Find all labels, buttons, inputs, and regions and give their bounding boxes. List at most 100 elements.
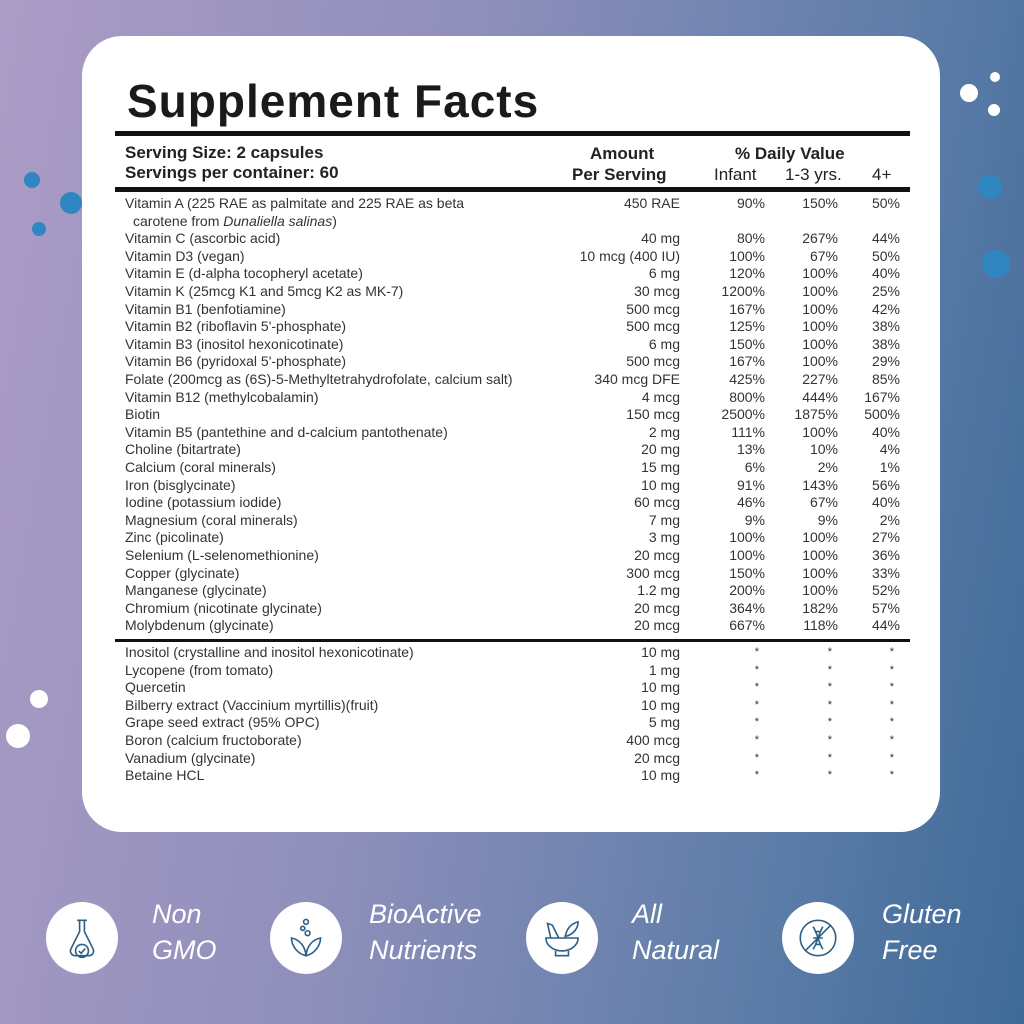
table-row: Vitamin D3 (vegan) 10 mcg (400 IU) 100% 67%… <box>125 248 900 266</box>
per-serving-header: Per Serving <box>572 165 667 184</box>
infant-dv: * <box>754 698 759 711</box>
nutrient-name: Vitamin B2 (riboflavin 5'-phosphate) <box>125 318 347 335</box>
amount: 400 mcg <box>626 732 680 748</box>
adult-dv: * <box>889 716 894 729</box>
amount: 10 mg <box>641 679 680 696</box>
adult-dv: 25% <box>871 283 900 299</box>
amount: 7 mg <box>648 511 680 528</box>
mortar-pestle-icon <box>545 920 579 957</box>
nutrient-name: Vitamin B1 (benfotiamine) <box>125 300 286 317</box>
amount: 10 mg <box>641 696 680 713</box>
toddler-dv: 100% <box>802 423 838 440</box>
amount: 40 mg <box>641 230 680 247</box>
infant-dv: 91% <box>736 476 765 493</box>
table-row: Selenium (L-selenomethionine) 20 mcg 100% 1… <box>125 547 900 565</box>
infant-dv: 100% <box>729 547 765 563</box>
infant-dv: 800% <box>729 388 765 405</box>
nutrient-name: Betaine HCL <box>125 767 205 784</box>
toddler-header: 1-3 yrs. <box>785 165 842 184</box>
adult-dv: * <box>889 734 894 746</box>
infant-dv: * <box>754 646 759 658</box>
serving-size: Serving Size: 2 capsules <box>125 143 324 162</box>
infant-dv: 150% <box>729 564 765 581</box>
badge-3 <box>782 902 854 974</box>
amount: 60 mcg <box>634 494 680 511</box>
toddler-dv: * <box>827 646 832 658</box>
nutrient-name-cont: carotene from Dunaliella salinas) <box>133 213 337 230</box>
amount: 10 mcg (400 IU) <box>579 247 680 264</box>
infant-dv: 150% <box>729 335 765 352</box>
amount: 1 mg <box>648 661 680 678</box>
amount: 2 mg <box>648 423 680 440</box>
nutrient-name: Biotin <box>125 406 161 423</box>
badge-1 <box>270 902 342 974</box>
amount: 20 mcg <box>634 547 680 563</box>
infant-dv: 90% <box>736 195 765 211</box>
toddler-dv: 143% <box>802 476 838 493</box>
nutrient-name: Copper (glycinate) <box>125 564 240 581</box>
no-gluten-icon <box>799 919 837 957</box>
adult-dv: * <box>889 698 894 711</box>
adult-dv: 56% <box>871 476 900 493</box>
table-row: Copper (glycinate) 300 mcg 150% 100% 33% <box>125 565 900 583</box>
flask-check-icon <box>69 919 95 959</box>
infant-dv: 1200% <box>721 283 765 299</box>
infant-dv: 125% <box>729 318 765 335</box>
amount: 340 mcg DFE <box>594 371 680 387</box>
adult-dv: 1% <box>879 459 900 475</box>
adult-dv: * <box>889 681 894 694</box>
adult-dv: 44% <box>871 230 900 247</box>
nutrient-name: Folate (200mcg as (6S)-5-Methyltetrahydr… <box>125 371 513 387</box>
toddler-dv: 100% <box>802 353 838 370</box>
adult-dv: * <box>889 751 894 764</box>
adult-dv: 52% <box>871 582 900 599</box>
badge-label-line2: Free <box>882 935 938 965</box>
adult-dv: 57% <box>871 599 900 616</box>
infant-dv: 667% <box>729 617 765 634</box>
table-row: Vitamin B3 (inositol hexonicotinate) 6 mg… <box>125 336 900 354</box>
badge-label-line1: BioActive <box>369 899 482 929</box>
decor-dot <box>982 250 1010 278</box>
toddler-dv: * <box>827 751 832 764</box>
adult-dv: 38% <box>871 318 900 335</box>
table-row: Vitamin C (ascorbic acid) 40 mg 80% 267% 44% <box>125 230 900 248</box>
table-row: Magnesium (coral minerals) 7 mg 9% 9% 2% <box>125 512 900 530</box>
infant-dv: 100% <box>729 529 765 546</box>
adult-dv: 40% <box>871 265 900 282</box>
infant-dv: * <box>754 734 759 746</box>
table-row: Zinc (picolinate) 3 mg 100% 100% 27% <box>125 529 900 547</box>
table-row: Molybdenum (glycinate) 20 mcg 667% 118% 44% <box>125 617 900 635</box>
decor-dot <box>990 72 1000 82</box>
infant-dv: 13% <box>736 441 765 458</box>
nutrient-name: Vitamin B6 (pyridoxal 5'-phosphate) <box>125 353 347 370</box>
nutrient-name: Vitamin K (25mcg K1 and 5mcg K2 as MK-7) <box>125 283 404 299</box>
table-row: Vitamin B5 (pantethine and d-calcium pan… <box>125 424 900 442</box>
supplement-facts-card <box>82 36 940 832</box>
adult-dv: 42% <box>871 300 900 317</box>
table-row: Vitamin B2 (riboflavin 5'-phosphate) 500 … <box>125 318 900 336</box>
nutrient-name: Vitamin E (d-alpha tocopheryl acetate) <box>125 265 363 282</box>
toddler-dv: 227% <box>802 371 838 387</box>
adult-dv: 85% <box>871 371 900 387</box>
table-row: Choline (bitartrate) 20 mg 13% 10% 4% <box>125 441 900 459</box>
toddler-dv: 182% <box>802 599 838 616</box>
badge-label-line1: Gluten <box>882 899 962 929</box>
table-row: Inositol (crystalline and inositol hexon… <box>125 644 900 662</box>
nutrient-name: Vanadium (glycinate) <box>125 749 256 766</box>
table-row: Quercetin 10 mg * * * <box>125 679 900 697</box>
species-name: Dunaliella salinas <box>223 212 333 229</box>
adult-dv: 40% <box>871 494 900 511</box>
amount: 450 RAE <box>623 195 680 211</box>
nutrient-name: Calcium (coral minerals) <box>125 459 276 475</box>
amount: 20 mcg <box>634 749 680 766</box>
decor-dot <box>30 690 48 708</box>
table-row: Iron (bisglycinate) 10 mg 91% 143% 56% <box>125 477 900 495</box>
infant-dv: 167% <box>729 300 765 317</box>
table-row: Folate (200mcg as (6S)-5-Methyltetrahydr… <box>125 371 900 389</box>
adult-dv: 500% <box>864 406 900 423</box>
adult-dv: 36% <box>871 547 900 563</box>
adult-dv: 50% <box>871 247 900 264</box>
decor-dot <box>960 84 978 102</box>
table-row: Vitamin K (25mcg K1 and 5mcg K2 as MK-7)… <box>125 283 900 301</box>
nutrient-name: Choline (bitartrate) <box>125 441 241 458</box>
